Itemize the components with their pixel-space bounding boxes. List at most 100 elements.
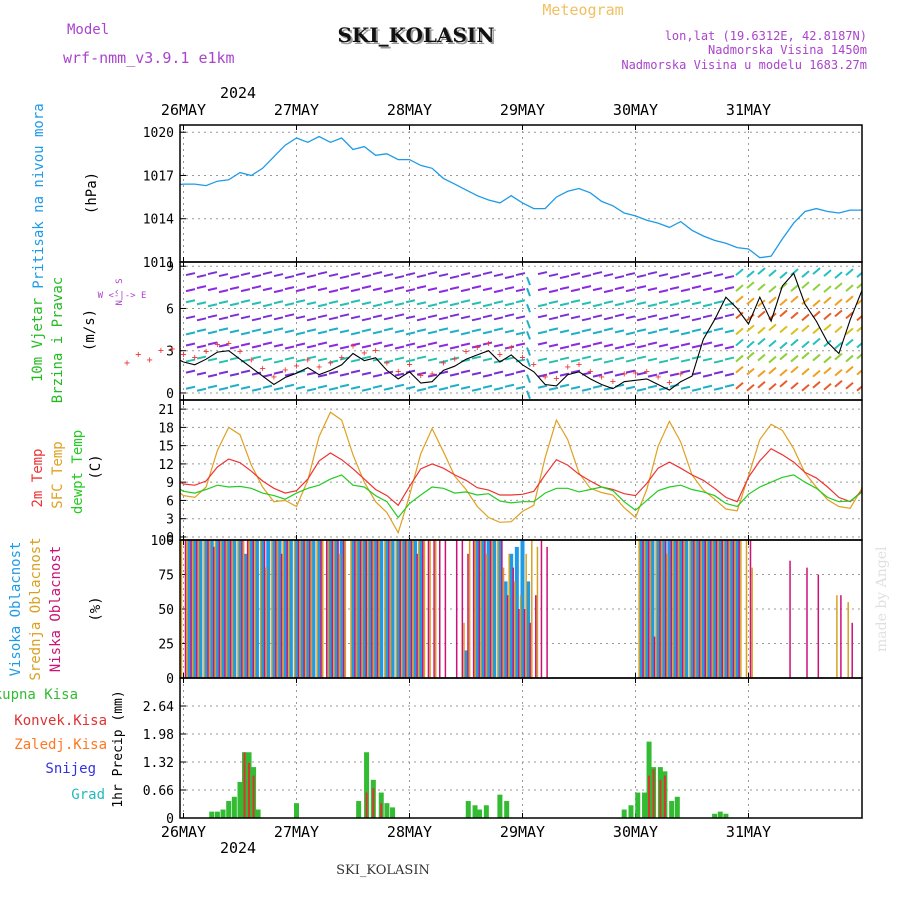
wind-barb (592, 341, 603, 346)
wind-barb (570, 288, 581, 293)
wind-gust-marker: + (565, 362, 571, 373)
day-label-bottom: 27MAY (274, 823, 319, 841)
wind-barb (460, 369, 471, 374)
wind-barb (581, 387, 592, 392)
cloud-high-bar (712, 540, 717, 678)
wind-barb (449, 372, 460, 377)
cloud-high-bar (690, 540, 694, 678)
wind-barb (537, 271, 548, 276)
wind-barb (592, 330, 603, 335)
cloud-high-bar (407, 540, 412, 678)
wind-barb (493, 289, 504, 294)
ytick-label-temperature: 9 (166, 476, 174, 491)
wind-barb (515, 385, 526, 390)
precip-total-bar (628, 805, 634, 818)
wind-barb (449, 275, 460, 280)
ytick-label-temperature: 3 (166, 513, 174, 528)
wind-barb (306, 274, 317, 279)
cloud-high-bar (639, 540, 644, 678)
wind-gust-marker: + (226, 338, 232, 349)
ytick-label-clouds: 75 (158, 569, 174, 584)
ytick-label-pressure: 1017 (143, 169, 174, 184)
wind-barb (592, 271, 603, 276)
cloud-high-bar (661, 540, 666, 678)
label-precip-snow: Snijeg (45, 761, 96, 777)
wind-barb (405, 358, 416, 363)
wind-barb (845, 365, 854, 374)
wind-barb (427, 271, 438, 276)
wind-barb (834, 282, 843, 290)
wind-barb (724, 372, 735, 377)
wind-barb (240, 342, 251, 347)
wind-barb (493, 343, 504, 348)
wind-barb (240, 272, 251, 277)
wind-gust-marker: + (271, 372, 277, 383)
wind-barb (284, 383, 295, 388)
wind-barb (548, 386, 559, 391)
wind-barb (801, 351, 810, 360)
wind-barb (856, 341, 862, 349)
wind-barb (416, 387, 427, 392)
wind-barb (768, 323, 777, 332)
ytick-label-pressure: 1014 (143, 213, 174, 228)
wind-barb (185, 288, 196, 293)
wind-barb (339, 356, 350, 361)
wind-gust-marker: + (678, 369, 684, 380)
cloud-high-bar (656, 540, 661, 678)
wind-gust-marker: + (440, 358, 446, 369)
cloud-high-bar (695, 540, 700, 678)
wind-barb (185, 342, 196, 347)
wind-barb (614, 345, 625, 350)
wind-barb (625, 299, 636, 304)
wind-barb (713, 273, 724, 278)
wind-barb (603, 359, 614, 364)
wind-barb (405, 331, 416, 336)
precip-total-bar (209, 811, 215, 818)
precip-total-bar (483, 805, 489, 818)
wind-barb (713, 343, 724, 348)
wind-barb (581, 301, 592, 306)
precip-total-bar (231, 796, 237, 818)
wind-barb (504, 383, 515, 388)
cloud-high-bar (509, 553, 514, 678)
wind-barb (383, 300, 394, 305)
wind-barb (636, 301, 647, 306)
cloud-high-bar (226, 540, 231, 678)
wind-barb (768, 269, 777, 277)
wind-barb (790, 311, 799, 320)
wind-barb (229, 286, 240, 291)
wind-barb (581, 344, 592, 349)
wind-barb (691, 274, 702, 279)
wind-barb (691, 301, 702, 306)
wind-barb (394, 275, 405, 280)
wind-barb (229, 345, 240, 350)
wind-barb (328, 300, 339, 305)
wind-barb (229, 275, 240, 280)
cloud-high-bar (701, 540, 706, 678)
wind-barb (581, 274, 592, 279)
wind-barb (185, 272, 196, 277)
wind-gust-marker: + (542, 372, 548, 383)
wind-barb (856, 271, 862, 278)
wind-barb (713, 327, 724, 332)
wind-barb (559, 383, 570, 388)
wind-barb (262, 314, 273, 319)
wind-barb (328, 359, 339, 364)
wind-barb (339, 313, 350, 318)
cloud-high-bar (339, 540, 344, 678)
wind-barb (273, 273, 284, 278)
label-wind-unit: (m/s) (82, 309, 98, 351)
wind-barb (306, 317, 317, 322)
wind-barb (801, 281, 810, 289)
label-precip-frozen: Zaledj.Kisa (14, 737, 107, 753)
wind-barb (801, 270, 810, 278)
wind-barb (471, 328, 482, 333)
wind-barb (515, 315, 526, 320)
wind-barb (581, 285, 592, 290)
wind-barb (383, 289, 394, 294)
wind-barb (273, 386, 284, 391)
wind-barb (581, 355, 592, 360)
panel-frame-precip (179, 677, 863, 819)
wind-barb (548, 343, 559, 348)
wind-barb (570, 385, 581, 390)
